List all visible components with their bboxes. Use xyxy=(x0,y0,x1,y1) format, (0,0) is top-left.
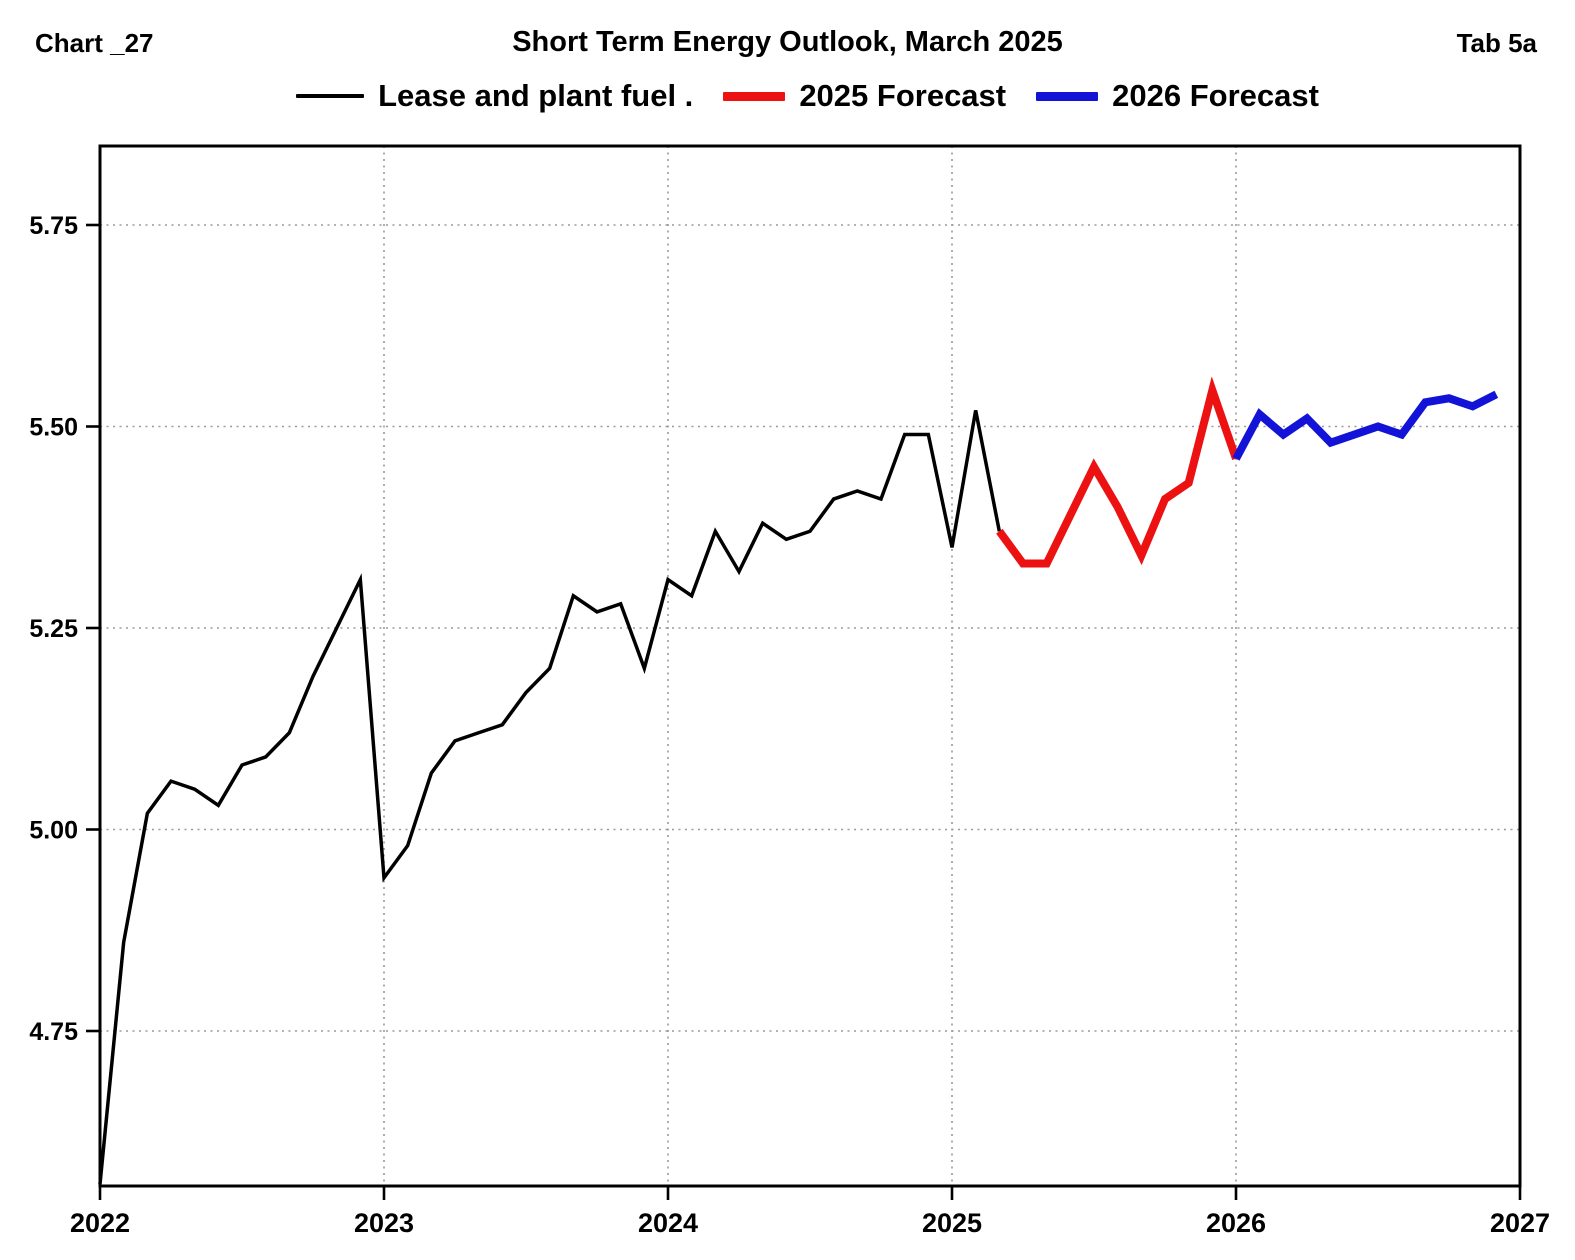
x-tick-label: 2027 xyxy=(1490,1208,1550,1238)
chart-number-label: Chart _27 xyxy=(35,28,154,58)
y-tick-label: 5.00 xyxy=(29,817,78,845)
legend-item-2026-forecast: 2026 Forecast xyxy=(1036,78,1319,114)
x-tick-label: 2026 xyxy=(1206,1208,1266,1238)
series-line-2025-forecast xyxy=(996,376,1240,568)
blue-line-swatch-icon xyxy=(1036,91,1099,101)
black-line-swatch-icon xyxy=(296,94,365,98)
x-tick-label: 2022 xyxy=(70,1208,130,1238)
y-tick-label: 5.50 xyxy=(29,414,78,442)
chart-legend: Lease and plant fuel . 2025 Forecast 202… xyxy=(0,78,1575,114)
x-tick-label: 2025 xyxy=(922,1208,982,1238)
tab-label: Tab 5a xyxy=(1456,28,1537,58)
page-title: Short Term Energy Outlook, March 2025 xyxy=(512,26,1063,58)
legend-label: Lease and plant fuel . xyxy=(378,78,694,113)
y-tick-label: 5.25 xyxy=(29,615,78,643)
y-tick-label: 4.75 xyxy=(29,1018,78,1046)
legend-label: 2026 Forecast xyxy=(1112,78,1319,113)
legend-item-2025-forecast: 2025 Forecast xyxy=(723,78,1006,114)
x-tick-label: 2023 xyxy=(354,1208,414,1238)
red-line-swatch-icon xyxy=(723,91,786,101)
legend-item-lease-and-plant-fuel: Lease and plant fuel . xyxy=(296,78,693,114)
x-tick-label: 2024 xyxy=(638,1208,698,1238)
legend-label: 2025 Forecast xyxy=(799,78,1007,113)
series-line-2026-forecast xyxy=(1232,390,1499,461)
y-tick-label: 5.75 xyxy=(29,212,78,240)
series-line-lease-and-plant-fuel xyxy=(98,410,1002,1185)
plot-frame xyxy=(98,144,1522,1188)
